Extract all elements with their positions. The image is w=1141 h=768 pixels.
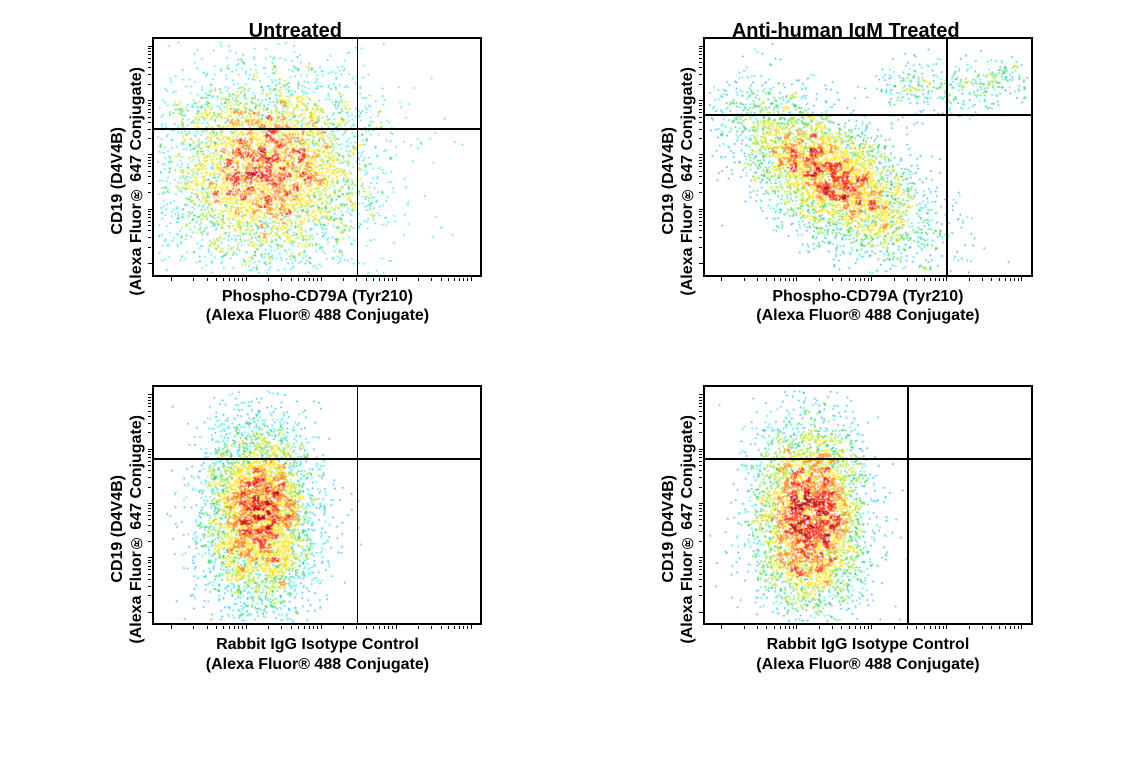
y-ticks — [148, 39, 154, 275]
x-ticks — [154, 275, 480, 281]
xlabel-line2: (Alexa Fluor® 488 Conjugate) — [756, 307, 979, 324]
quadrant-h-line — [154, 128, 480, 130]
xlabel: Phospho-CD79A (Tyr210) (Alexa Fluor® 488… — [756, 287, 979, 325]
quadrant-h-line — [705, 114, 1031, 116]
facs-grid: Untreated Anti-human IgM Treated CD19 (D… — [20, 20, 1121, 748]
quadrant-v-line — [357, 387, 359, 623]
xlabel-line1: Phospho-CD79A (Tyr210) — [222, 288, 413, 305]
ylabel-line2: (Alexa Fluor® 647 Conjugate) — [128, 67, 145, 296]
xlabel-line2: (Alexa Fluor® 488 Conjugate) — [206, 656, 429, 673]
panel-untreated-isotype: CD19 (D4V4B) (Alexa Fluor® 647 Conjugate… — [20, 400, 571, 749]
quadrant-v-line — [357, 39, 359, 275]
y-ticks — [699, 39, 705, 275]
xlabel: Phospho-CD79A (Tyr210) (Alexa Fluor® 488… — [206, 287, 429, 325]
scatter-plot — [703, 37, 1033, 277]
ylabel-line1: CD19 (D4V4B) — [660, 476, 677, 584]
panel-treated-phospho: CD19 (D4V4B) (Alexa Fluor® 647 Conjugate… — [571, 51, 1122, 400]
quadrant-h-line — [705, 458, 1031, 460]
ylabel: CD19 (D4V4B) (Alexa Fluor® 647 Conjugate… — [659, 67, 697, 296]
ylabel-line2: (Alexa Fluor® 647 Conjugate) — [679, 415, 696, 644]
scatter-plot — [703, 385, 1033, 625]
ylabel: CD19 (D4V4B) (Alexa Fluor® 647 Conjugate… — [108, 67, 146, 296]
ylabel-line2: (Alexa Fluor® 647 Conjugate) — [128, 415, 145, 644]
xlabel-line1: Phospho-CD79A (Tyr210) — [772, 288, 963, 305]
scatter-plot — [152, 385, 482, 625]
xlabel: Rabbit IgG Isotype Control (Alexa Fluor®… — [756, 635, 979, 673]
x-ticks — [705, 275, 1031, 281]
x-ticks — [705, 623, 1031, 629]
ylabel: CD19 (D4V4B) (Alexa Fluor® 647 Conjugate… — [108, 415, 146, 644]
ylabel: CD19 (D4V4B) (Alexa Fluor® 647 Conjugate… — [659, 415, 697, 644]
quadrant-v-line — [907, 387, 909, 623]
xlabel-line2: (Alexa Fluor® 488 Conjugate) — [206, 307, 429, 324]
xlabel-line2: (Alexa Fluor® 488 Conjugate) — [756, 656, 979, 673]
scatter-plot — [152, 37, 482, 277]
quadrant-v-line — [946, 39, 948, 275]
quadrant-h-line — [154, 458, 480, 460]
panel-untreated-phospho: CD19 (D4V4B) (Alexa Fluor® 647 Conjugate… — [20, 51, 571, 400]
y-ticks — [699, 387, 705, 623]
ylabel-line2: (Alexa Fluor® 647 Conjugate) — [679, 67, 696, 296]
ylabel-line1: CD19 (D4V4B) — [660, 127, 677, 235]
y-ticks — [148, 387, 154, 623]
ylabel-line1: CD19 (D4V4B) — [109, 476, 126, 584]
x-ticks — [154, 623, 480, 629]
xlabel-line1: Rabbit IgG Isotype Control — [767, 636, 970, 653]
xlabel: Rabbit IgG Isotype Control (Alexa Fluor®… — [206, 635, 429, 673]
panel-treated-isotype: CD19 (D4V4B) (Alexa Fluor® 647 Conjugate… — [571, 400, 1122, 749]
xlabel-line1: Rabbit IgG Isotype Control — [216, 636, 419, 653]
ylabel-line1: CD19 (D4V4B) — [109, 127, 126, 235]
